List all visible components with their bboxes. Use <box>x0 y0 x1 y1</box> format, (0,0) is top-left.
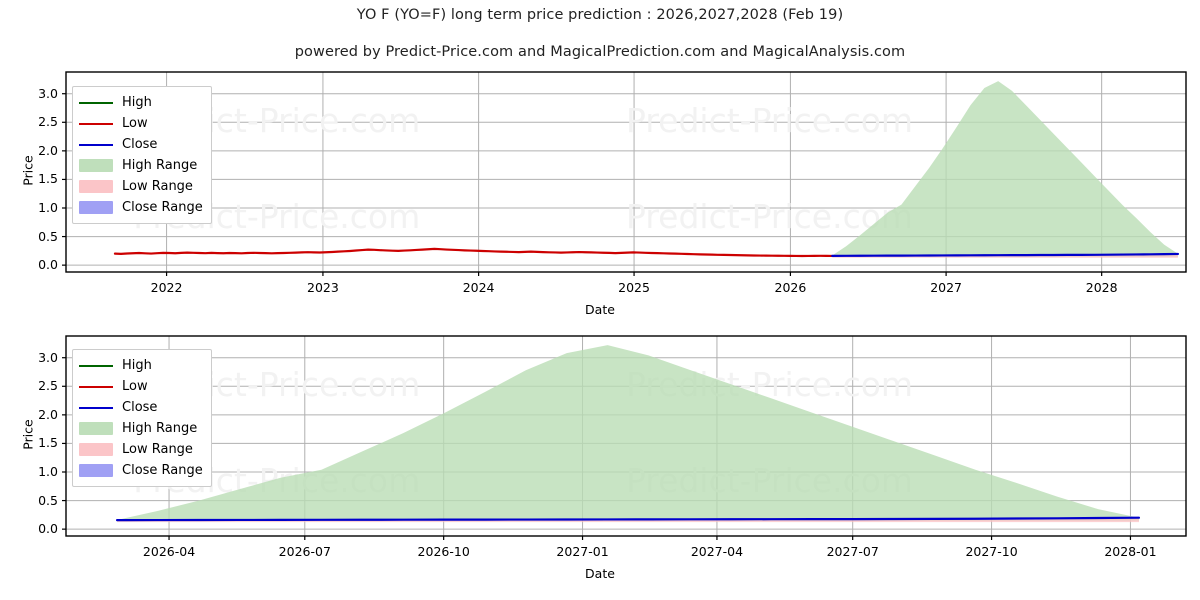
x-tick-label: 2027-10 <box>965 544 1018 559</box>
y-tick-label: 1.0 <box>38 200 58 215</box>
legend-swatch-low-icon <box>79 380 113 394</box>
legend-swatch-close-icon <box>79 138 113 152</box>
legend-label: Close Range <box>122 463 203 478</box>
plot-area-bottom: Predict-Price.comPredict-Price.comPredic… <box>62 335 1187 540</box>
y-tick-label: 2.0 <box>38 406 58 422</box>
y-tick-label: 1.5 <box>38 171 58 187</box>
legend-label: High <box>122 358 152 373</box>
chart-panel-top: Predict-Price.com Predict-Price.com Predic… <box>0 62 1200 317</box>
x-tick-label: 2024 <box>462 280 495 295</box>
y-tick-label: 0.0 <box>38 257 58 273</box>
y-tick-label: 3.0 <box>38 85 58 101</box>
y-tick-label: 0.0 <box>38 521 58 537</box>
y-tick-label: 1.5 <box>38 435 58 451</box>
x-tick-label: 2023 <box>307 280 339 295</box>
legend-bottom: High Low Close High Range Low Range Close Ran… <box>72 349 212 487</box>
legend-swatch-high-range-icon <box>79 422 113 435</box>
legend-label: Low <box>122 379 148 394</box>
legend-item[interactable]: Close <box>79 134 203 155</box>
y-tick-label: 0.5 <box>38 492 58 508</box>
x-tick-label: 2022 <box>150 280 183 295</box>
legend-swatch-close-icon <box>79 401 113 415</box>
y-tick-label: 2.5 <box>38 378 58 394</box>
legend-top: High Low Close High Range Low Range Close Ran… <box>72 86 212 224</box>
legend-item[interactable]: Close <box>79 397 203 418</box>
legend-item[interactable]: Low Range <box>79 439 203 460</box>
plot-area-top: Predict-Price.com Predict-Price.comPredic… <box>62 71 1187 276</box>
legend-label: Low Range <box>122 179 193 194</box>
svg-text:Predict-Price.com: Predict-Price.com <box>626 101 913 140</box>
legend-item[interactable]: High <box>79 92 203 113</box>
x-tick-label: 2027 <box>930 280 962 295</box>
legend-swatch-high-icon <box>79 359 113 373</box>
page-subtitle: powered by Predict-Price.com and Magical… <box>294 44 906 60</box>
y-tick-label: 2.5 <box>38 114 58 130</box>
x-tick-label: 2027-04 <box>690 544 744 559</box>
x-tick-label: 2027-07 <box>826 544 879 559</box>
chart-panel-bottom: Predict-Price.comPredict-Price.comPredic… <box>0 327 1200 592</box>
x-axis-label-top: Date <box>585 302 615 317</box>
legend-item[interactable]: High Range <box>79 418 203 439</box>
x-tick-label: 2026-04 <box>142 544 196 559</box>
legend-swatch-close-range-icon <box>79 201 113 214</box>
legend-swatch-low-range-icon <box>79 443 113 456</box>
x-axis-label-bottom: Date <box>585 566 615 581</box>
legend-item[interactable]: High <box>79 355 203 376</box>
legend-swatch-low-icon <box>79 117 113 131</box>
y-tick-label: 1.0 <box>38 464 58 479</box>
legend-label: Close Range <box>122 200 203 215</box>
legend-label: High Range <box>122 158 198 173</box>
y-tick-label: 2.0 <box>38 142 58 158</box>
x-tick-label: 2026-07 <box>278 544 331 559</box>
legend-label: Close <box>122 400 158 415</box>
legend-swatch-close-range-icon <box>79 464 113 477</box>
y-tick-label: 3.0 <box>38 349 58 365</box>
legend-item[interactable]: Close Range <box>79 197 203 218</box>
x-tick-label: 2028-01 <box>1104 544 1157 559</box>
legend-label: Close <box>122 137 158 152</box>
legend-item[interactable]: High Range <box>79 155 203 176</box>
x-tick-label: 2028 <box>1085 280 1118 295</box>
page-title: YO F (YO=F) long term price prediction :… <box>356 7 844 23</box>
x-tick-label: 2026 <box>774 280 807 295</box>
legend-label: Low <box>122 116 148 131</box>
x-tick-label: 2027-01 <box>556 544 609 559</box>
svg-text:Predict-Price.com: Predict-Price.com <box>626 197 913 236</box>
legend-label: Low Range <box>122 442 193 457</box>
legend-item[interactable]: Low <box>79 113 203 134</box>
legend-item[interactable]: Low Range <box>79 176 203 197</box>
x-tick-label: 2025 <box>618 280 650 295</box>
y-tick-label: 0.5 <box>38 228 58 244</box>
legend-label: High Range <box>122 421 198 436</box>
legend-swatch-low-range-icon <box>79 180 113 193</box>
legend-label: High <box>122 95 152 110</box>
legend-item[interactable]: Close Range <box>79 460 203 481</box>
legend-swatch-high-icon <box>79 96 113 110</box>
legend-swatch-high-range-icon <box>79 159 113 172</box>
x-tick-label: 2026-10 <box>417 544 470 559</box>
legend-item[interactable]: Low <box>79 376 203 397</box>
